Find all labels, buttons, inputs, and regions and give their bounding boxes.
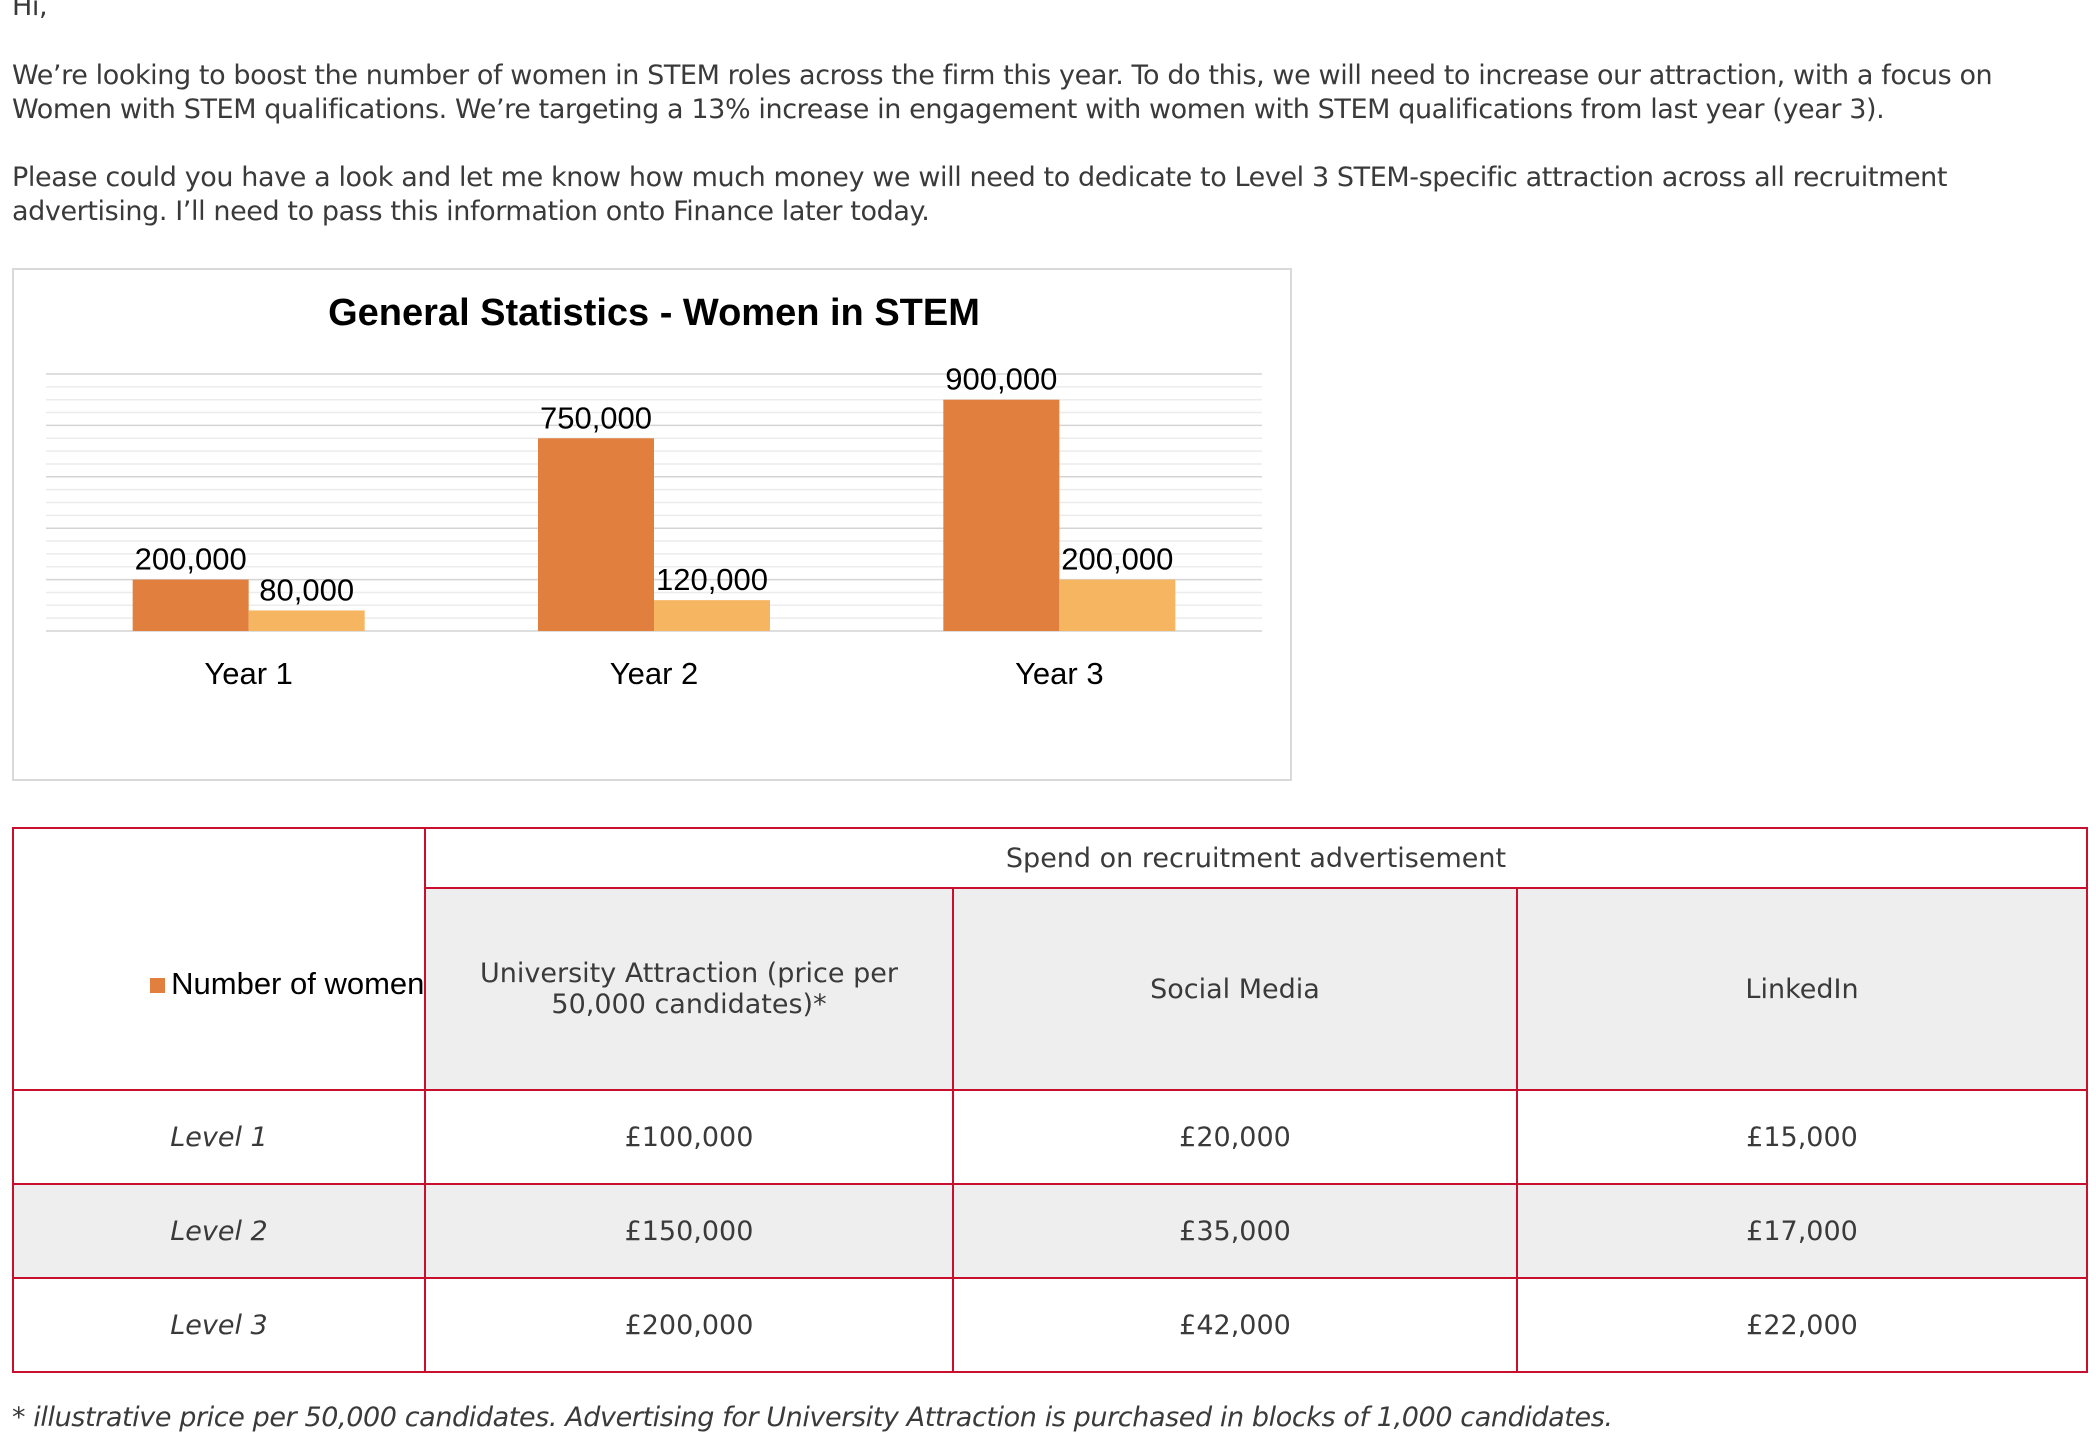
bar-qualifications [1059, 579, 1176, 631]
column-header-social-media: Social Media [952, 887, 1518, 1091]
table-cell: £100,000 [424, 1089, 954, 1185]
spend-table: Spend on recruitment advertisement Unive… [12, 827, 2088, 1373]
column-header-linkedin: LinkedIn [1516, 887, 2088, 1091]
table-row: Level 1 £100,000 £20,000 £15,000 [12, 1089, 2088, 1185]
data-label: 120,000 [656, 562, 768, 597]
bar-roles [538, 438, 654, 631]
row-label: Level 1 [12, 1089, 426, 1185]
footnote: * illustrative price per 50,000 candidat… [12, 1402, 1613, 1433]
table-cell: £15,000 [1516, 1089, 2088, 1185]
table-cell: £35,000 [952, 1183, 1518, 1279]
table-cell: £150,000 [424, 1183, 954, 1279]
table-row: Level 2 £150,000 £35,000 £17,000 [12, 1183, 2088, 1279]
table-cell: £17,000 [1516, 1183, 2088, 1279]
bar-chart: 200,000 80,000 Year 1 750,000 120,000 Year 2 9… [46, 362, 1262, 691]
email-paragraph-2: Please could you have a look and let me … [12, 162, 1948, 227]
row-label: Level 3 [12, 1277, 426, 1373]
table-cell: £200,000 [424, 1277, 954, 1373]
x-tick-label: Year 1 [204, 656, 293, 691]
table-corner-cell [12, 827, 426, 1091]
bar-qualifications [248, 610, 365, 631]
x-tick-label: Year 3 [1015, 656, 1104, 691]
table-cell: £42,000 [952, 1277, 1518, 1373]
bar-roles [132, 579, 249, 631]
bar-qualifications [654, 600, 770, 631]
table-row: Level 3 £200,000 £42,000 £22,000 [12, 1277, 2088, 1373]
group-header: Spend on recruitment advertisement [424, 827, 2088, 889]
table-group-header-row: Spend on recruitment advertisement [12, 827, 2088, 1091]
data-label: 750,000 [540, 400, 652, 435]
chart-title: General Statistics - Women in STEM [328, 292, 980, 334]
chart-container: 200,000 80,000 Year 1 750,000 120,000 Year 2 9… [12, 268, 1292, 1001]
bar-roles [943, 399, 1060, 631]
greeting: Hi, [12, 0, 48, 22]
table-cell: £22,000 [1516, 1277, 2088, 1373]
data-label: 900,000 [945, 362, 1057, 397]
data-label: 200,000 [1061, 542, 1173, 577]
row-label: Level 2 [12, 1183, 426, 1279]
data-label: 80,000 [259, 572, 354, 607]
email-paragraph-1: We’re looking to boost the number of wom… [12, 60, 1993, 125]
table-cell: £20,000 [952, 1089, 1518, 1185]
x-tick-label: Year 2 [610, 656, 699, 691]
column-header-university: University Attraction (price per 50,000 … [424, 887, 954, 1091]
data-label: 200,000 [135, 542, 247, 577]
